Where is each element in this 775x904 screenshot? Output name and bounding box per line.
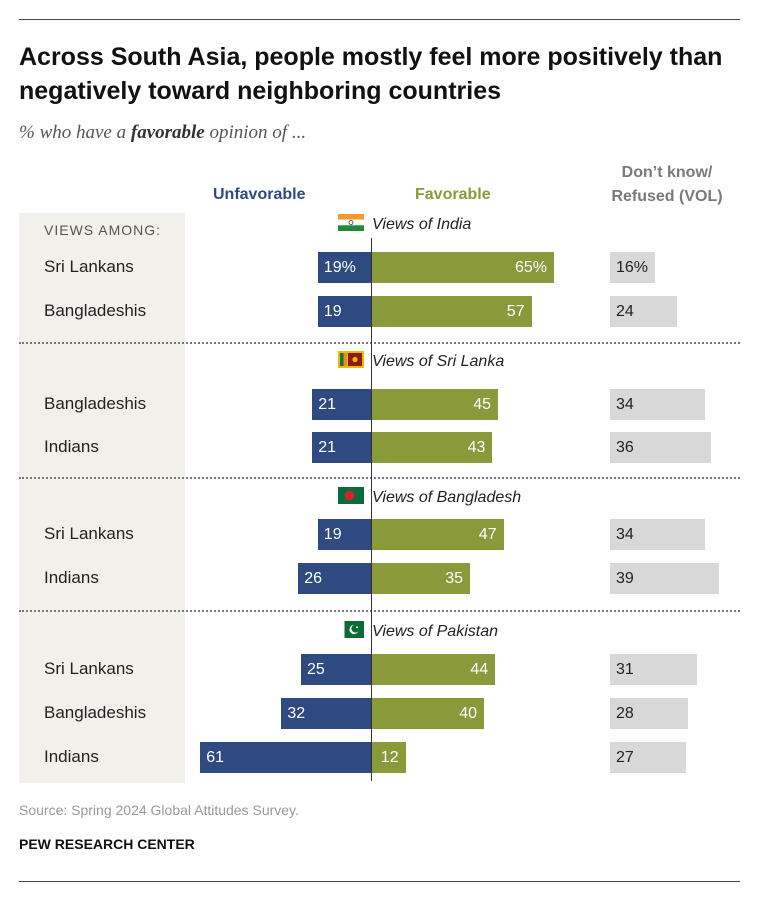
bar-unfavorable: 32 (281, 698, 371, 729)
chart-subtitle: % who have a favorable opinion of ... (19, 122, 306, 144)
bar-dont-know: 16% (610, 252, 655, 283)
section-separator (19, 342, 740, 344)
bar-unfavorable: 19% (317, 252, 371, 283)
bar-dont-know: 34 (610, 519, 706, 550)
row-label: Indians (44, 568, 99, 587)
bar-unfavorable: 25 (301, 654, 371, 685)
bar-dont-know: 28 (610, 698, 689, 729)
bar-unfavorable: 19 (317, 296, 371, 327)
bar-favorable: 35 (372, 563, 470, 594)
bar-favorable: 40 (372, 698, 484, 729)
row-label: Sri Lankans (44, 524, 134, 543)
organization-name: PEW RESEARCH CENTER (19, 836, 195, 852)
legend-favorable: Favorable (415, 186, 491, 203)
bar-favorable: 43 (372, 432, 493, 463)
bar-favorable: 12 (372, 742, 406, 773)
legend-unfavorable: Unfavorable (213, 186, 306, 203)
row-label: Bangladeshis (44, 394, 147, 413)
subtitle-emphasis: favorable (130, 122, 205, 143)
source-note: Source: Spring 2024 Global Attitudes Sur… (19, 802, 299, 818)
row-label: Indians (44, 437, 99, 456)
bar-favorable: 47 (372, 519, 504, 550)
bar-dont-know: 31 (610, 654, 697, 685)
legend-dont-know-line1: Don’t know/ (621, 164, 713, 181)
views-among-label: VIEWS AMONG: (44, 222, 162, 238)
zero-axis-line (371, 238, 372, 781)
label-column-background (19, 213, 185, 783)
bottom-rule (19, 881, 740, 882)
row-label: Sri Lankans (44, 659, 134, 678)
legend-dont-know: Don’t know/ Refused (VOL) (603, 161, 731, 209)
bar-favorable: 45 (372, 389, 498, 420)
pakistan-flag-icon (338, 621, 364, 638)
bar-dont-know: 34 (610, 389, 706, 420)
row-label: Bangladeshis (44, 703, 147, 722)
section-title: Views of Bangladesh (338, 487, 521, 507)
chart-title: Across South Asia, people mostly feel mo… (19, 43, 723, 105)
bar-unfavorable: 61 (200, 742, 371, 773)
bar-unfavorable: 19 (317, 519, 371, 550)
bar-favorable: 44 (372, 654, 496, 685)
row-label: Indians (44, 747, 99, 766)
section-title: Views of India (338, 214, 471, 234)
section-title-text: Views of India (372, 216, 472, 233)
bar-unfavorable: 21 (312, 389, 371, 420)
row-label: Sri Lankans (44, 257, 134, 276)
bar-dont-know: 36 (610, 432, 711, 463)
section-separator (19, 477, 740, 479)
subtitle-prefix: % who have a (19, 122, 131, 143)
section-title-text: Views of Pakistan (372, 623, 498, 640)
bar-unfavorable: 26 (298, 563, 371, 594)
section-title: Views of Sri Lanka (338, 351, 504, 371)
section-separator (19, 610, 740, 612)
sri-lanka-flag-icon (338, 351, 364, 368)
top-rule (19, 19, 740, 20)
legend-dont-know-line2: Refused (VOL) (611, 188, 723, 205)
bangladesh-flag-icon (338, 487, 364, 504)
bar-dont-know: 39 (610, 563, 720, 594)
india-flag-icon (338, 214, 364, 231)
section-title: Views of Pakistan (338, 621, 498, 641)
section-title-text: Views of Sri Lanka (372, 353, 505, 370)
section-title-text: Views of Bangladesh (372, 489, 522, 506)
bar-favorable: 57 (372, 296, 532, 327)
bar-dont-know: 24 (610, 296, 678, 327)
row-label: Bangladeshis (44, 301, 147, 320)
bar-favorable: 65% (372, 252, 554, 283)
bar-unfavorable: 21 (312, 432, 371, 463)
subtitle-suffix: opinion of ... (204, 122, 307, 143)
bar-dont-know: 27 (610, 742, 686, 773)
